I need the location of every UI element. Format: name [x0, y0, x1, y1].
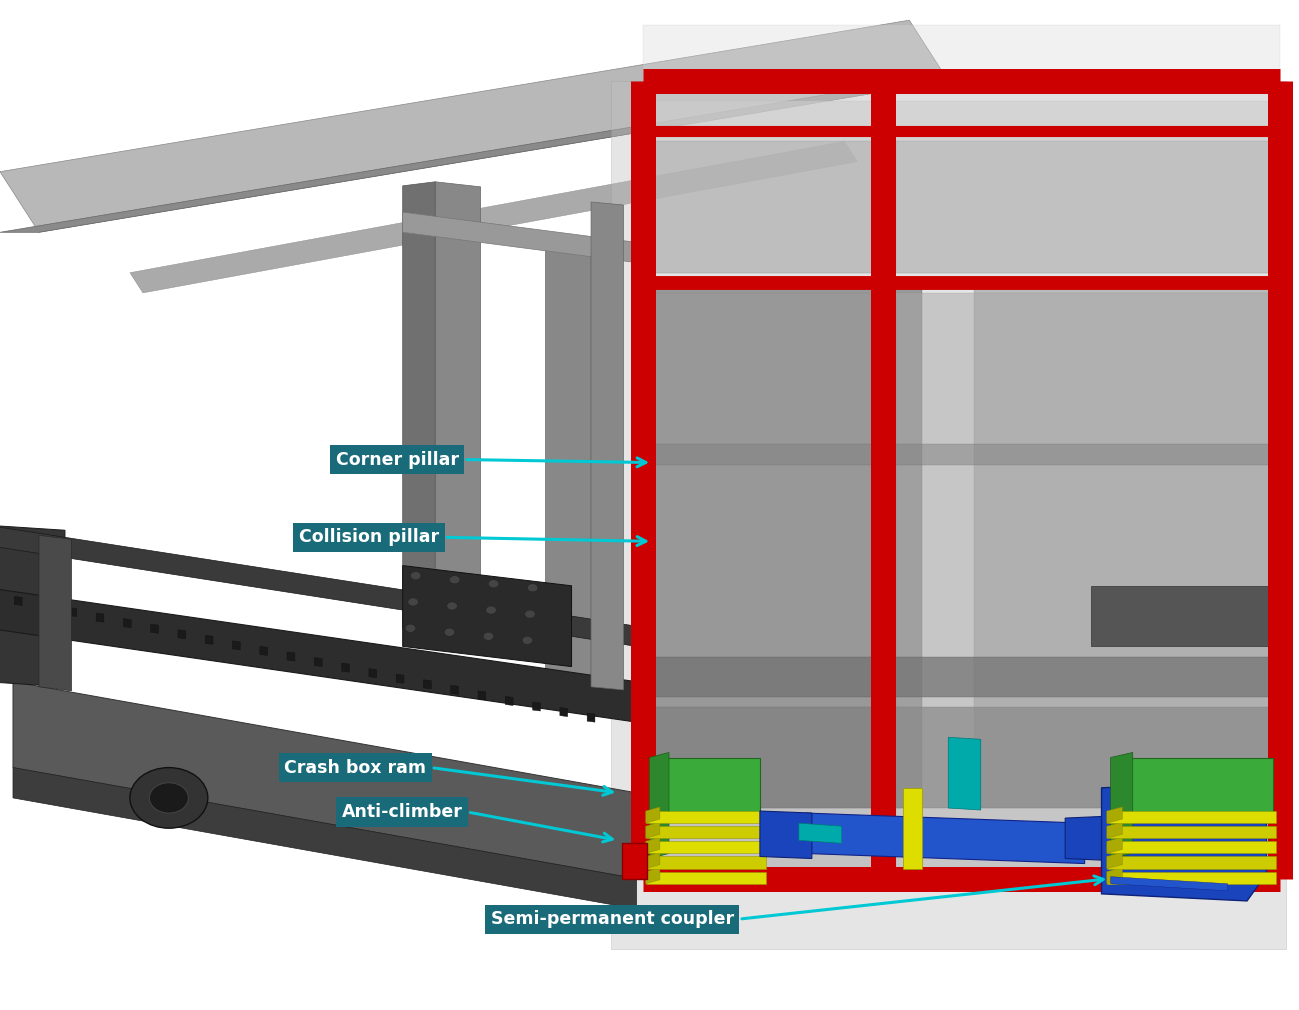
Polygon shape [637, 283, 922, 808]
Polygon shape [403, 182, 435, 628]
Circle shape [449, 576, 460, 584]
Polygon shape [505, 697, 513, 705]
Polygon shape [646, 837, 660, 853]
Polygon shape [1107, 822, 1122, 838]
Circle shape [410, 572, 421, 580]
Polygon shape [151, 624, 158, 633]
Polygon shape [451, 685, 459, 695]
Polygon shape [342, 664, 349, 673]
Polygon shape [1111, 877, 1228, 891]
Polygon shape [587, 713, 595, 722]
Polygon shape [0, 525, 637, 646]
Polygon shape [546, 242, 591, 702]
Polygon shape [622, 843, 647, 879]
Polygon shape [650, 758, 760, 813]
Polygon shape [646, 811, 766, 823]
Circle shape [486, 606, 496, 614]
Polygon shape [1111, 758, 1273, 813]
Polygon shape [591, 202, 624, 690]
Polygon shape [650, 752, 669, 858]
Polygon shape [260, 646, 268, 655]
Circle shape [522, 636, 533, 644]
Polygon shape [314, 658, 322, 667]
Circle shape [130, 768, 208, 828]
Circle shape [527, 584, 538, 592]
Polygon shape [650, 141, 873, 273]
Text: Anti-climber: Anti-climber [342, 803, 462, 821]
Polygon shape [0, 20, 948, 232]
Polygon shape [646, 856, 766, 869]
Polygon shape [646, 807, 660, 823]
Polygon shape [1065, 816, 1111, 861]
Polygon shape [69, 608, 77, 616]
Text: Corner pillar: Corner pillar [335, 450, 459, 469]
Polygon shape [560, 707, 568, 717]
Polygon shape [646, 826, 766, 838]
Polygon shape [1107, 837, 1122, 853]
Polygon shape [14, 596, 22, 606]
Polygon shape [646, 841, 766, 853]
Polygon shape [1107, 872, 1276, 884]
Circle shape [447, 602, 457, 610]
Polygon shape [896, 141, 1269, 273]
Polygon shape [896, 293, 1269, 869]
Circle shape [444, 628, 455, 636]
Polygon shape [423, 680, 431, 689]
Polygon shape [1107, 826, 1276, 838]
Polygon shape [123, 618, 131, 628]
Circle shape [525, 610, 535, 618]
Polygon shape [974, 283, 1286, 808]
Polygon shape [13, 682, 637, 879]
Polygon shape [396, 675, 404, 683]
Polygon shape [1091, 586, 1270, 646]
Polygon shape [1107, 841, 1276, 853]
Polygon shape [646, 852, 660, 869]
Polygon shape [637, 101, 1286, 273]
Polygon shape [42, 602, 49, 611]
Polygon shape [948, 737, 981, 810]
Polygon shape [1107, 856, 1276, 869]
Polygon shape [1107, 868, 1122, 884]
Polygon shape [39, 535, 71, 691]
Polygon shape [1102, 783, 1267, 901]
Polygon shape [646, 868, 660, 884]
Polygon shape [478, 691, 486, 700]
Polygon shape [287, 652, 295, 662]
Polygon shape [533, 702, 540, 711]
Text: Semi-permanent coupler: Semi-permanent coupler [491, 910, 734, 928]
Polygon shape [403, 212, 637, 263]
Polygon shape [205, 635, 213, 644]
Circle shape [483, 632, 494, 640]
Polygon shape [1107, 811, 1276, 823]
Polygon shape [760, 811, 812, 858]
Polygon shape [611, 81, 1286, 949]
Polygon shape [233, 641, 240, 650]
Polygon shape [0, 525, 65, 687]
Circle shape [405, 624, 416, 632]
Polygon shape [643, 25, 1280, 131]
Polygon shape [1107, 852, 1122, 869]
Polygon shape [646, 872, 766, 884]
Polygon shape [0, 586, 637, 722]
Circle shape [488, 580, 499, 588]
Polygon shape [435, 182, 481, 631]
Circle shape [149, 783, 188, 813]
Polygon shape [403, 566, 572, 667]
Polygon shape [805, 813, 1085, 864]
Polygon shape [1107, 807, 1122, 823]
Polygon shape [0, 81, 948, 232]
Circle shape [408, 598, 418, 606]
Polygon shape [799, 823, 842, 843]
Polygon shape [650, 656, 1270, 697]
Polygon shape [96, 613, 104, 622]
Polygon shape [903, 788, 922, 869]
Polygon shape [369, 669, 377, 678]
Polygon shape [1111, 752, 1133, 858]
Polygon shape [646, 822, 660, 838]
Text: Collision pillar: Collision pillar [299, 528, 439, 546]
Polygon shape [130, 141, 857, 293]
Polygon shape [650, 444, 1273, 465]
Polygon shape [13, 768, 637, 909]
Polygon shape [650, 293, 873, 869]
